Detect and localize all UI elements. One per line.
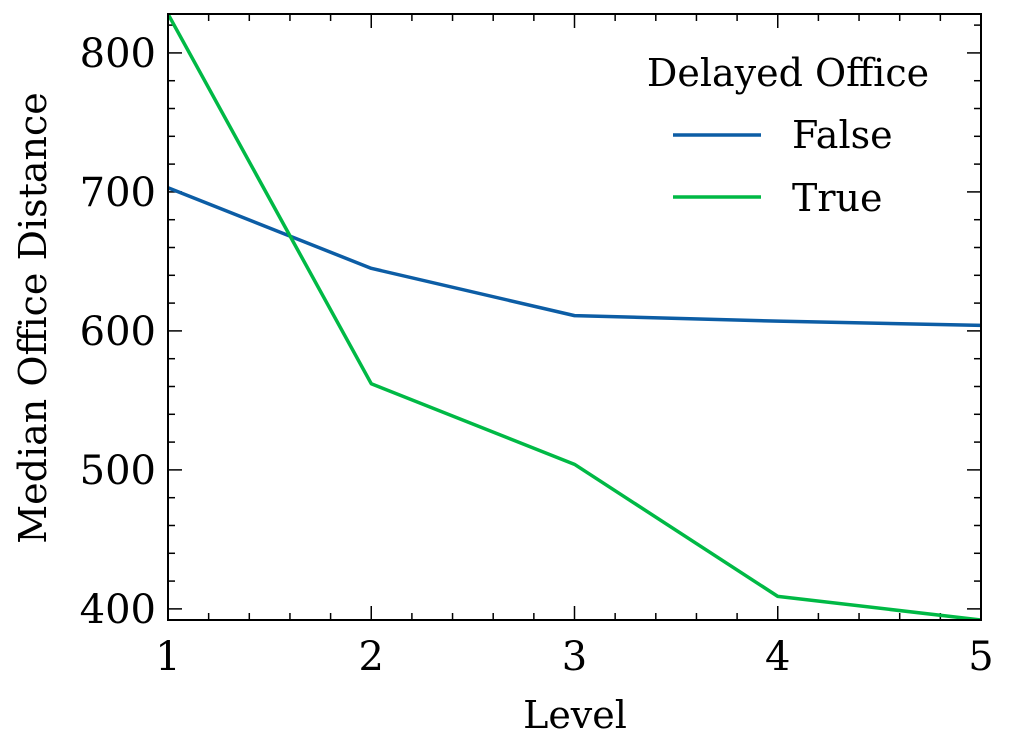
legend-label-true: True	[792, 176, 882, 220]
tick-labels: 1 2 3 4 5 400 500 600 700 800	[80, 31, 994, 680]
legend-title: Delayed Office	[647, 51, 929, 95]
plot-frame	[167, 13, 982, 621]
y-tick-label: 400	[80, 587, 156, 633]
series-line-true	[168, 14, 981, 620]
x-tick-label: 1	[155, 634, 180, 680]
legend: Delayed Office False True	[647, 51, 929, 220]
series-lines	[168, 14, 981, 620]
legend-label-false: False	[792, 113, 893, 157]
series-line-false	[168, 186, 981, 328]
x-tick-label: 2	[359, 634, 384, 680]
y-tick-label: 700	[80, 170, 156, 216]
x-axis-label: Level	[523, 693, 627, 737]
x-tick-label: 3	[562, 634, 587, 680]
x-tick-label: 4	[765, 634, 790, 680]
y-tick-label: 800	[80, 31, 156, 77]
x-tick-label: 5	[968, 634, 993, 680]
y-axis-label: Median Office Distance	[11, 92, 55, 544]
y-tick-label: 500	[80, 448, 156, 494]
y-tick-label: 600	[80, 309, 156, 355]
